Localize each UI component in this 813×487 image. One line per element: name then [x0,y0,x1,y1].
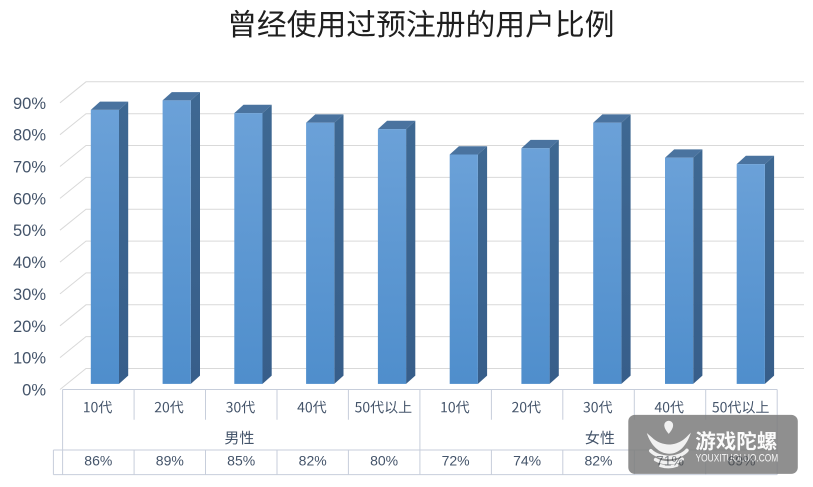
svg-text:86%: 86% [84,453,112,469]
svg-text:40%: 40% [13,254,46,272]
svg-text:80%: 80% [370,453,398,469]
svg-text:74%: 74% [513,453,541,469]
svg-text:50%: 50% [13,222,46,240]
svg-text:72%: 72% [442,453,470,469]
svg-text:20%: 20% [13,318,46,336]
svg-text:10%: 10% [13,350,46,368]
svg-text:82%: 82% [299,453,327,469]
svg-text:89%: 89% [156,453,184,469]
svg-text:YOUXITUOLUO.COM: YOUXITUOLUO.COM [696,453,779,465]
svg-text:30%: 30% [13,286,46,304]
svg-text:85%: 85% [227,453,255,469]
svg-text:82%: 82% [584,453,612,469]
svg-text:60%: 60% [13,190,46,208]
svg-text:90%: 90% [13,95,46,113]
svg-text:70%: 70% [13,159,46,177]
svg-text:0%: 0% [22,382,46,400]
svg-text:69%: 69% [727,453,755,469]
svg-text:80%: 80% [13,127,46,145]
svg-text:71%: 71% [656,453,684,469]
